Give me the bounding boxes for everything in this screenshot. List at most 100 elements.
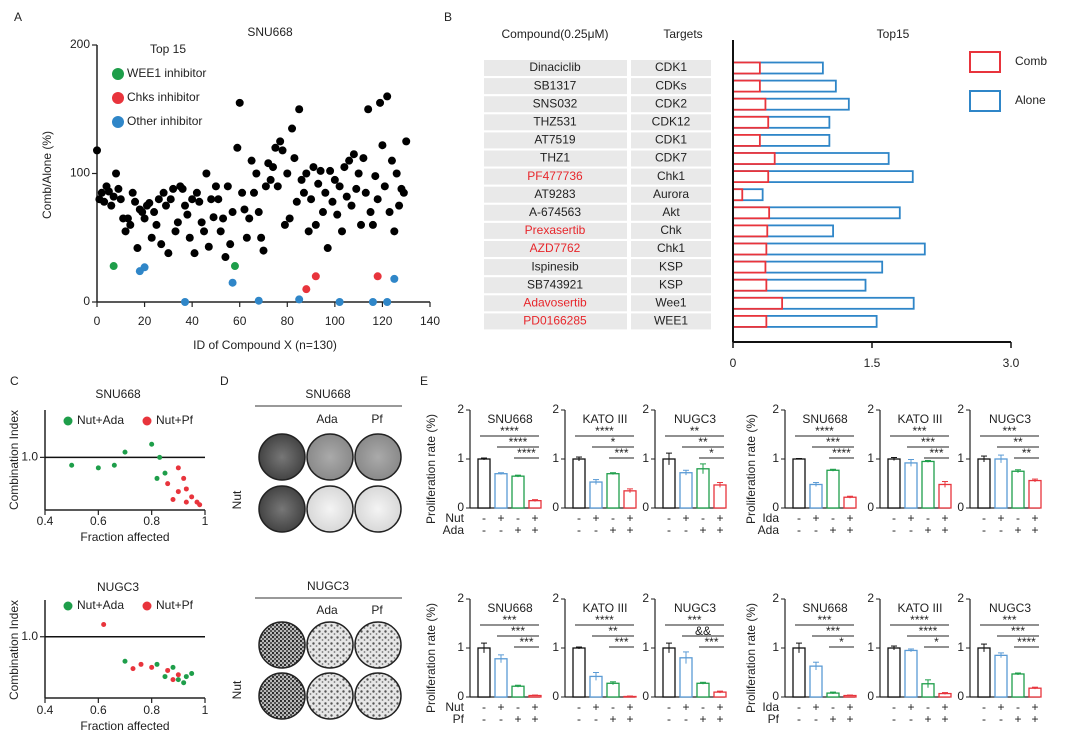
bar [732,79,761,93]
point [116,195,125,204]
significance-label: && [695,624,711,638]
y-tick-label: 1 [457,640,464,654]
x-tick-label: 0 [730,356,737,370]
point [335,182,344,191]
treatment-label: Pf [768,712,780,726]
bar [662,458,676,509]
treatment-sign: - [892,511,896,525]
y-axis-label: Combination Index [7,600,21,700]
y-tick-label: 1 [457,451,464,465]
subplot-title: KATO III [898,412,943,426]
treatment-sign: - [892,523,896,537]
treatment-sign: + [812,511,819,525]
treatment-sign: + [682,511,689,525]
y-tick-label: 2 [457,402,464,416]
point [145,199,154,208]
treatment-sign: + [716,712,723,726]
point [252,169,261,178]
point [166,195,175,204]
treatment-label: Ida [762,700,779,714]
significance-label: ** [690,424,700,438]
treatment-sign: + [514,523,521,537]
treatment-sign: - [482,700,486,714]
bar [477,458,491,509]
bar [1011,673,1025,698]
treatment-sign: + [1014,523,1021,537]
significance-label: *** [921,435,935,449]
point [164,249,173,258]
bar [713,484,727,509]
target-name: CDK1 [655,60,687,74]
column-header: Targets [663,27,702,41]
compound-name: AT7519 [534,133,575,147]
treatment-sign: + [924,523,931,537]
significance-label: ** [608,624,618,638]
compound-name: Ispinesib [531,259,579,273]
compound-name: Adavosertib [523,295,587,309]
treatment-sign: + [609,523,616,537]
treatment-sign: - [577,523,581,537]
x-axis-label: Fraction affected [80,530,169,544]
row-background [631,241,711,257]
row-background [484,78,627,95]
point [311,220,320,229]
point [157,240,166,249]
plate-row: Nut [230,680,244,699]
subplot-title: SNU668 [487,412,533,426]
bar [732,296,784,310]
y-tick-label: 2 [552,402,559,416]
point [175,465,181,471]
significance-label: *** [1011,624,1025,638]
y-tick-label: 1 [772,451,779,465]
point [254,208,263,217]
point [154,475,160,481]
point [214,195,223,204]
point [395,201,404,210]
subplot-title: NUGC3 [989,412,1031,426]
point [309,163,318,172]
treatment-sign: + [846,523,853,537]
y-tick-label: 100 [70,166,90,180]
y-tick-label: 0 [772,500,779,514]
bar [809,483,823,509]
bar [696,682,710,698]
point [109,192,118,201]
compound-name: SNS032 [533,96,578,110]
point [161,201,170,210]
panel-label: C [10,374,19,388]
treatment-sign: + [626,712,633,726]
row-background [484,259,627,276]
x-axis-label: ID of Compound X (n=130) [193,338,337,352]
target-name: KSP [659,259,683,273]
point [133,244,142,253]
treatment-sign: - [516,700,520,714]
compound-name: PF477736 [527,169,583,183]
target-name: Chk [660,223,682,237]
bar [1011,470,1025,509]
target-name: CDK7 [655,151,687,165]
treatment-sign: - [814,523,818,537]
treatment-sign: + [514,712,521,726]
treatment-sign: - [499,712,503,726]
point [223,182,232,191]
point [238,188,247,197]
treatment-sign: + [716,700,723,714]
treatment-sign: + [997,511,1004,525]
point [373,272,382,281]
point [175,672,181,678]
point [295,105,304,114]
point [235,98,244,107]
point [349,150,358,159]
point [328,197,337,206]
target-name: KSP [659,277,683,291]
subplot-title: KATO III [583,412,628,426]
bar [732,206,771,220]
y-tick-label: 1 [642,640,649,654]
point [288,124,297,133]
bar [732,97,767,111]
significance-label: *** [704,635,718,649]
x-tick-label: 1.5 [864,356,881,370]
y-tick-label: 1 [867,640,874,654]
row-background [484,204,627,221]
plate [258,485,306,533]
